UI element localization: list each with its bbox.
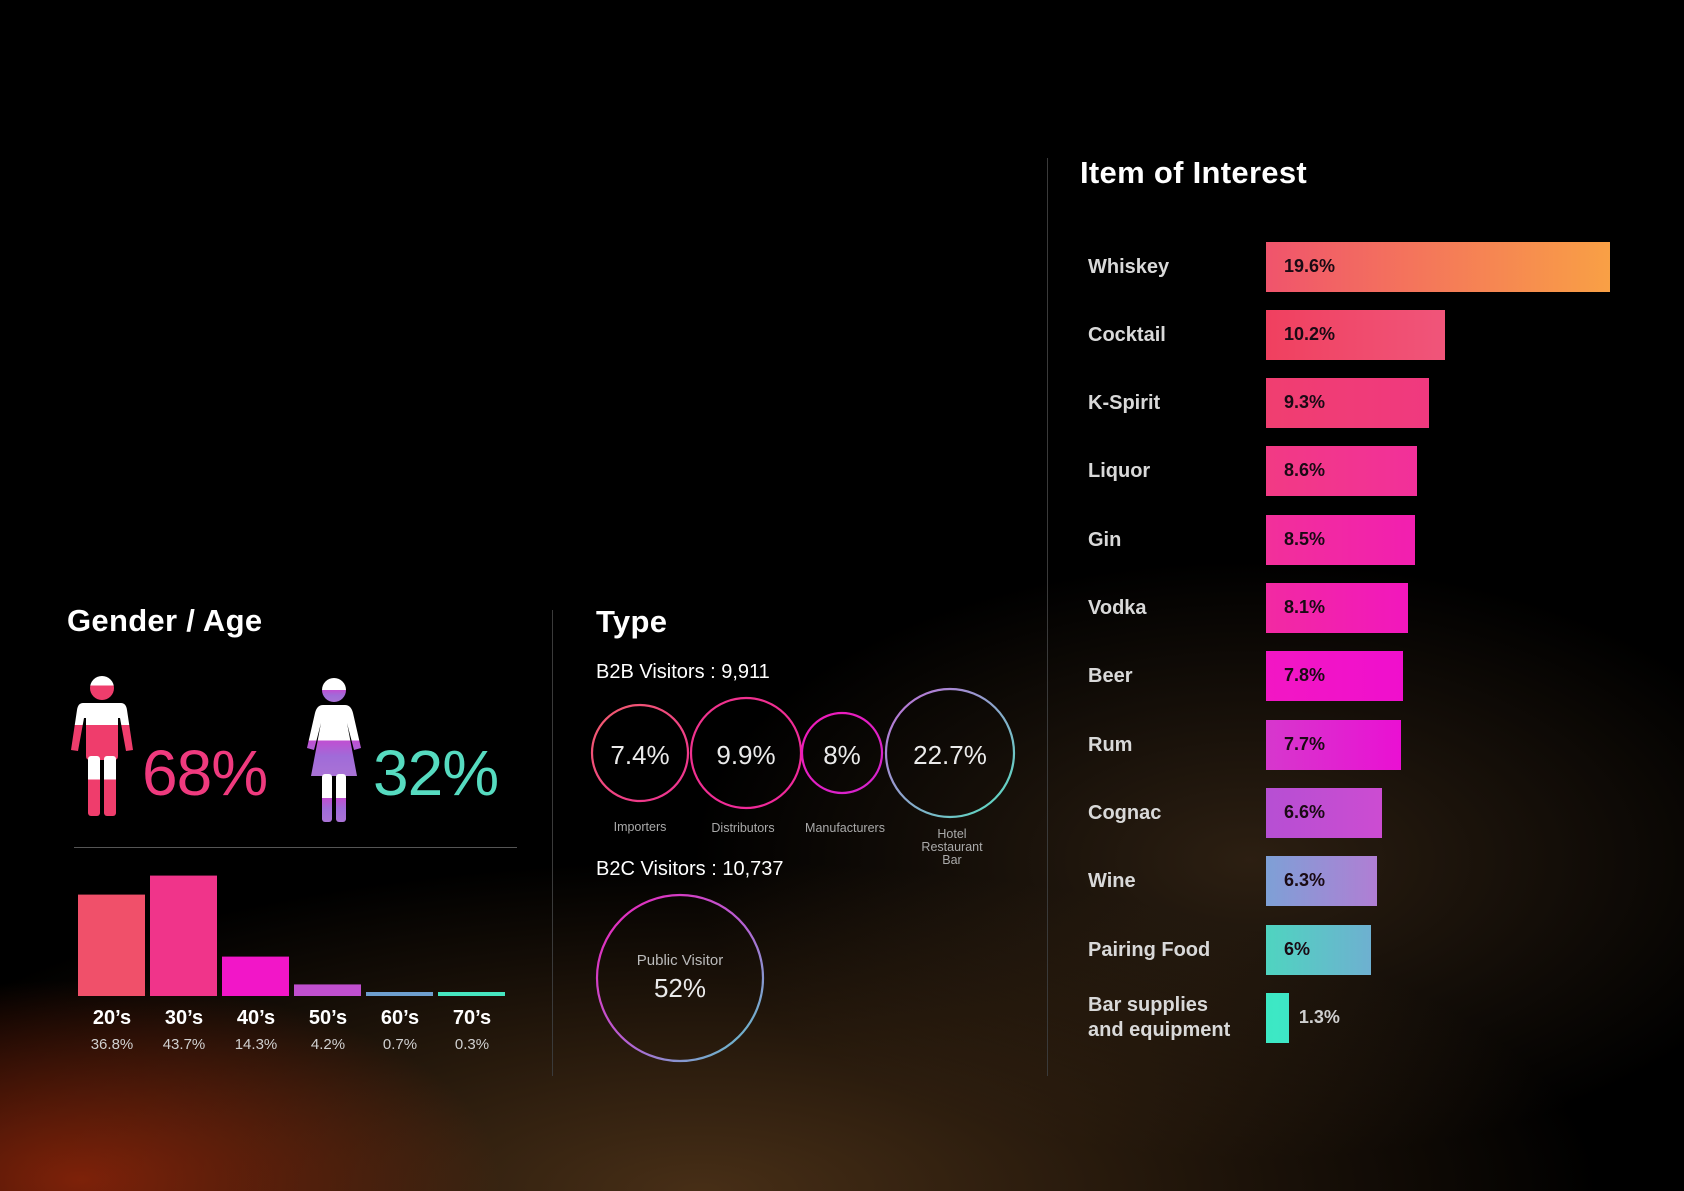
interest-label-line: Vodka: [1088, 596, 1147, 619]
importers-ring: [590, 703, 690, 803]
female-icon: [307, 678, 361, 822]
manufacturers-ring: [800, 711, 884, 795]
type-title: Type: [596, 604, 668, 639]
gender-age-divider: [74, 847, 517, 848]
age-label: 30’s: [164, 1007, 204, 1029]
distributors-percent: 9.9%: [716, 740, 776, 770]
manufacturers-caption: Manufacturers: [805, 821, 885, 835]
interest-title: Item of Interest: [1080, 155, 1308, 190]
interest-label: Beer: [1088, 664, 1132, 689]
age-percent: 0.3%: [454, 1036, 490, 1053]
caption-line: Bar: [942, 853, 962, 867]
age-percent: 14.3%: [234, 1036, 278, 1053]
age-bar-chart: [78, 875, 505, 996]
age-percent: 4.2%: [310, 1036, 346, 1053]
interest-bar: [1266, 651, 1403, 701]
age-bar-50’s: [294, 984, 361, 996]
interest-value: 7.8%: [1284, 665, 1326, 685]
interest-label-line: Cocktail: [1088, 323, 1166, 346]
public-visitor-caption: Public Visitor: [636, 952, 724, 969]
male-icon: [71, 676, 133, 816]
interest-value: 10.2%: [1284, 324, 1336, 344]
age-bar-60’s: [366, 992, 433, 996]
importers-percent: 7.4%: [610, 740, 670, 770]
interest-bar: [1266, 378, 1430, 428]
age-percent: 43.7%: [162, 1036, 206, 1053]
interest-value: 6%: [1284, 939, 1311, 959]
manufacturers-percent: 8%: [823, 740, 861, 770]
female-percent: 32%: [373, 737, 499, 809]
interest-label-line: Wine: [1088, 869, 1136, 892]
interest-label-line: Beer: [1088, 664, 1133, 687]
interest-label: Pairing Food: [1088, 938, 1210, 963]
public-visitor-ring: [595, 893, 765, 1063]
interest-label-line: Liquor: [1088, 459, 1151, 482]
interest-label-line: Cognac: [1088, 801, 1162, 824]
interest-bar: [1266, 583, 1409, 633]
interest-bar: [1266, 242, 1610, 292]
age-label: 50’s: [308, 1007, 348, 1029]
age-label: 20’s: [92, 1007, 132, 1029]
gender-age-title: Gender / Age: [67, 603, 263, 638]
interest-label-line: Gin: [1088, 528, 1122, 551]
interest-label-line: Whiskey: [1088, 255, 1170, 278]
interest-value: 8.6%: [1284, 460, 1326, 480]
hotel-restaurant-bar-percent: 22.7%: [913, 740, 987, 770]
interest-label: Rum: [1088, 733, 1132, 758]
interest-bar: [1266, 993, 1289, 1043]
interest-value: 1.3%: [1298, 1007, 1340, 1027]
interest-label: Wine: [1088, 869, 1136, 894]
interest-label: Whiskey: [1088, 255, 1169, 280]
interest-bar: [1266, 788, 1382, 838]
age-percent: 0.7%: [382, 1036, 418, 1053]
hotel-restaurant-bar-ring: [884, 687, 1016, 819]
interest-bar: [1266, 446, 1417, 496]
interest-label-line: and equipment: [1088, 1019, 1231, 1041]
caption-line: Hotel: [937, 827, 967, 841]
age-percent: 36.8%: [90, 1036, 134, 1053]
interest-bar: [1266, 310, 1446, 360]
b2c-visitors-label: B2C Visitors : 10,737: [596, 858, 784, 880]
age-label: 40’s: [236, 1007, 276, 1029]
age-label: 60’s: [380, 1007, 420, 1029]
interest-value: 9.3%: [1284, 392, 1326, 412]
divider-right: [1047, 158, 1048, 1076]
interest-label: Cocktail: [1088, 323, 1166, 348]
interest-label-line: Rum: [1088, 733, 1133, 756]
interest-label-line: Pairing Food: [1088, 938, 1211, 961]
interest-value: 7.7%: [1284, 734, 1326, 754]
male-percent: 68%: [142, 737, 268, 809]
age-bar-40’s: [222, 956, 289, 996]
age-bar-70’s: [438, 992, 505, 996]
age-bar-30’s: [150, 875, 217, 996]
interest-label: Vodka: [1088, 596, 1147, 621]
interest-label: Bar supplies and equipment: [1088, 993, 1230, 1043]
divider-left: [552, 610, 553, 1076]
interest-label: Gin: [1088, 528, 1121, 553]
interest-label-line: Bar supplies: [1088, 994, 1209, 1016]
interest-value: 8.1%: [1284, 597, 1326, 617]
interest-bar: [1266, 856, 1377, 906]
interest-value: 19.6%: [1284, 256, 1336, 276]
interest-bar: [1266, 720, 1402, 770]
importers-caption: Importers: [613, 820, 667, 834]
interest-bar: [1266, 925, 1372, 975]
age-bar-20’s: [78, 894, 145, 996]
age-label: 70’s: [452, 1007, 492, 1029]
public-visitor-percent: 52%: [653, 973, 707, 1003]
interest-label: K-Spirit: [1088, 391, 1160, 416]
caption-line: Restaurant: [921, 840, 983, 854]
interest-label: Cognac: [1088, 801, 1161, 826]
interest-label: Liquor: [1088, 459, 1150, 484]
hotel-restaurant-bar-caption: Hotel Restaurant Bar: [902, 828, 1002, 867]
interest-value: 8.5%: [1284, 529, 1326, 549]
b2b-visitors-label: B2B Visitors : 9,911: [596, 661, 770, 683]
interest-value: 6.6%: [1284, 802, 1326, 822]
interest-label-line: K-Spirit: [1088, 391, 1161, 414]
interest-bar: [1266, 515, 1416, 565]
interest-value: 6.3%: [1284, 870, 1326, 890]
distributors-caption: Distributors: [711, 821, 775, 835]
